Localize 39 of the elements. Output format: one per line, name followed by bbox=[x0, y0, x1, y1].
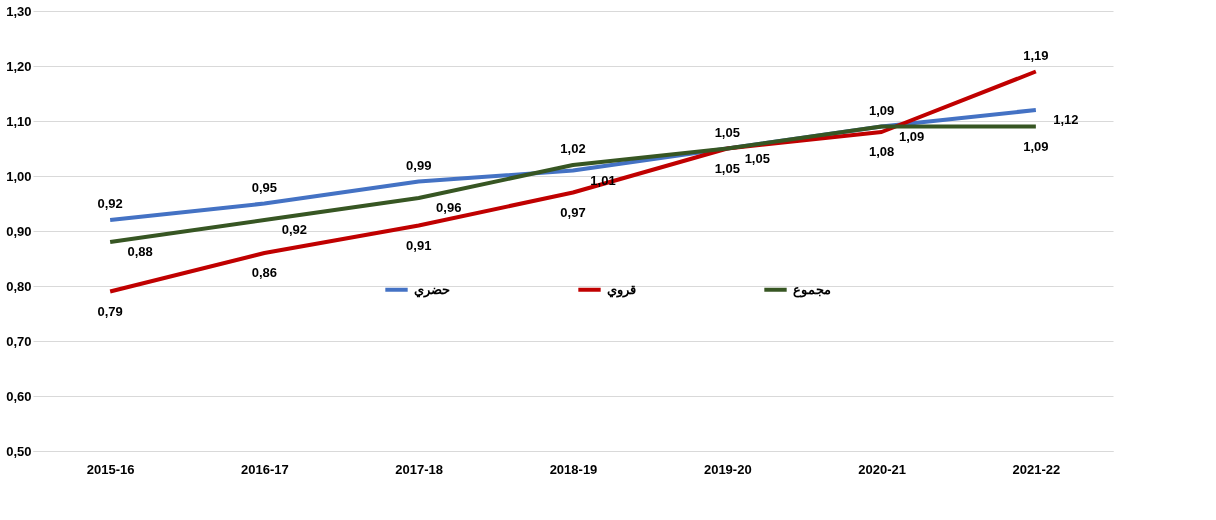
data-label: 1,09 bbox=[868, 102, 895, 118]
y-tick-label: 0,70 bbox=[6, 333, 32, 349]
data-label: 0,99 bbox=[406, 157, 432, 173]
data-label: 0,96 bbox=[436, 200, 462, 215]
y-tick-label: 0,90 bbox=[6, 223, 32, 239]
data-label: 0,97 bbox=[560, 204, 586, 220]
data-label: 1,09 bbox=[1023, 138, 1049, 154]
data-label: 0,91 bbox=[406, 237, 432, 253]
y-tick-label: 1,30 bbox=[6, 3, 32, 19]
y-tick-label: 1,10 bbox=[6, 113, 32, 129]
data-label: 1,12 bbox=[1053, 112, 1079, 127]
data-label: 1,02 bbox=[560, 141, 586, 156]
data-label: 1,09 bbox=[898, 128, 925, 144]
data-label: 0,86 bbox=[251, 265, 278, 280]
x-tick-label: 2017-18 bbox=[395, 461, 444, 477]
data-label: 1,05 bbox=[714, 124, 740, 140]
y-tick-label: 1,20 bbox=[6, 58, 32, 74]
data-label: 1,05 bbox=[744, 150, 770, 166]
data-label: 1,05 bbox=[714, 160, 740, 176]
y-tick-label: 0,50 bbox=[6, 443, 32, 459]
legend-label: مجموع bbox=[793, 281, 831, 298]
legend-label: قروي bbox=[607, 281, 636, 298]
x-tick-label: 2018-19 bbox=[549, 461, 598, 477]
y-tick-label: 0,80 bbox=[6, 278, 32, 294]
data-label: 1,19 bbox=[1023, 47, 1049, 63]
x-tick-label: 2020-21 bbox=[858, 461, 906, 477]
y-tick-label: 1,00 bbox=[6, 168, 32, 184]
x-tick-label: 2019-20 bbox=[703, 461, 752, 477]
x-tick-label: 2016-17 bbox=[241, 461, 289, 477]
data-label: 1,08 bbox=[868, 144, 895, 159]
data-label: 0,92 bbox=[97, 196, 123, 211]
data-label: 0,95 bbox=[251, 179, 278, 195]
legend-label: حضري bbox=[414, 281, 450, 298]
y-tick-label: 0,60 bbox=[6, 388, 32, 404]
data-label: 0,79 bbox=[97, 303, 123, 319]
x-tick-label: 2015-16 bbox=[86, 461, 135, 477]
x-tick-label: 2021-22 bbox=[1012, 461, 1061, 477]
data-label: 0,88 bbox=[127, 244, 153, 259]
data-label: 0,92 bbox=[281, 222, 308, 237]
